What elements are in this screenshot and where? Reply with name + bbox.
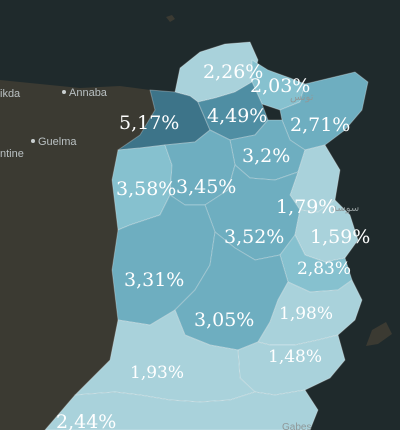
city-sousse: سوسة — [332, 203, 359, 214]
label-nabeul: 2,71% — [290, 114, 350, 136]
label-gabes-region: 1,48% — [268, 347, 322, 367]
label-zaghouan: 3,2% — [242, 145, 290, 167]
label-jendouba: 5,17% — [119, 112, 179, 134]
label-ariana: 2,03% — [250, 75, 310, 97]
algeria-land — [0, 80, 155, 430]
island-galite — [166, 15, 175, 22]
label-kasserine: 3,31% — [124, 269, 184, 291]
label-kairouan: 3,52% — [224, 226, 284, 248]
city-annaba: Annaba — [69, 87, 108, 99]
label-gafsa: 1,93% — [130, 363, 184, 383]
label-sidi-bouzid: 3,05% — [194, 309, 254, 331]
island-kerkennah — [366, 322, 392, 346]
guelma-dot — [31, 139, 35, 143]
label-siliana: 3,45% — [176, 176, 236, 198]
city-constantine: ntine — [0, 148, 24, 160]
label-sfax-north: 2,83% — [297, 259, 351, 279]
label-tozeur: 2,44% — [56, 411, 116, 430]
label-kef: 3,58% — [116, 178, 176, 200]
label-monastir: 1,79% — [276, 196, 336, 218]
label-bizerte: 2,26% — [203, 61, 263, 83]
city-skikda: ikda — [0, 88, 21, 100]
city-tunis: تونس — [290, 92, 314, 103]
region-tozeur[interactable] — [44, 389, 319, 430]
label-mahdia: 1,59% — [310, 226, 370, 248]
city-gabes: Gabes — [282, 422, 311, 430]
label-sfax: 1,98% — [279, 304, 333, 324]
label-beja: 4,49% — [207, 105, 267, 127]
city-guelma: Guelma — [38, 136, 77, 148]
annaba-dot — [62, 90, 66, 94]
